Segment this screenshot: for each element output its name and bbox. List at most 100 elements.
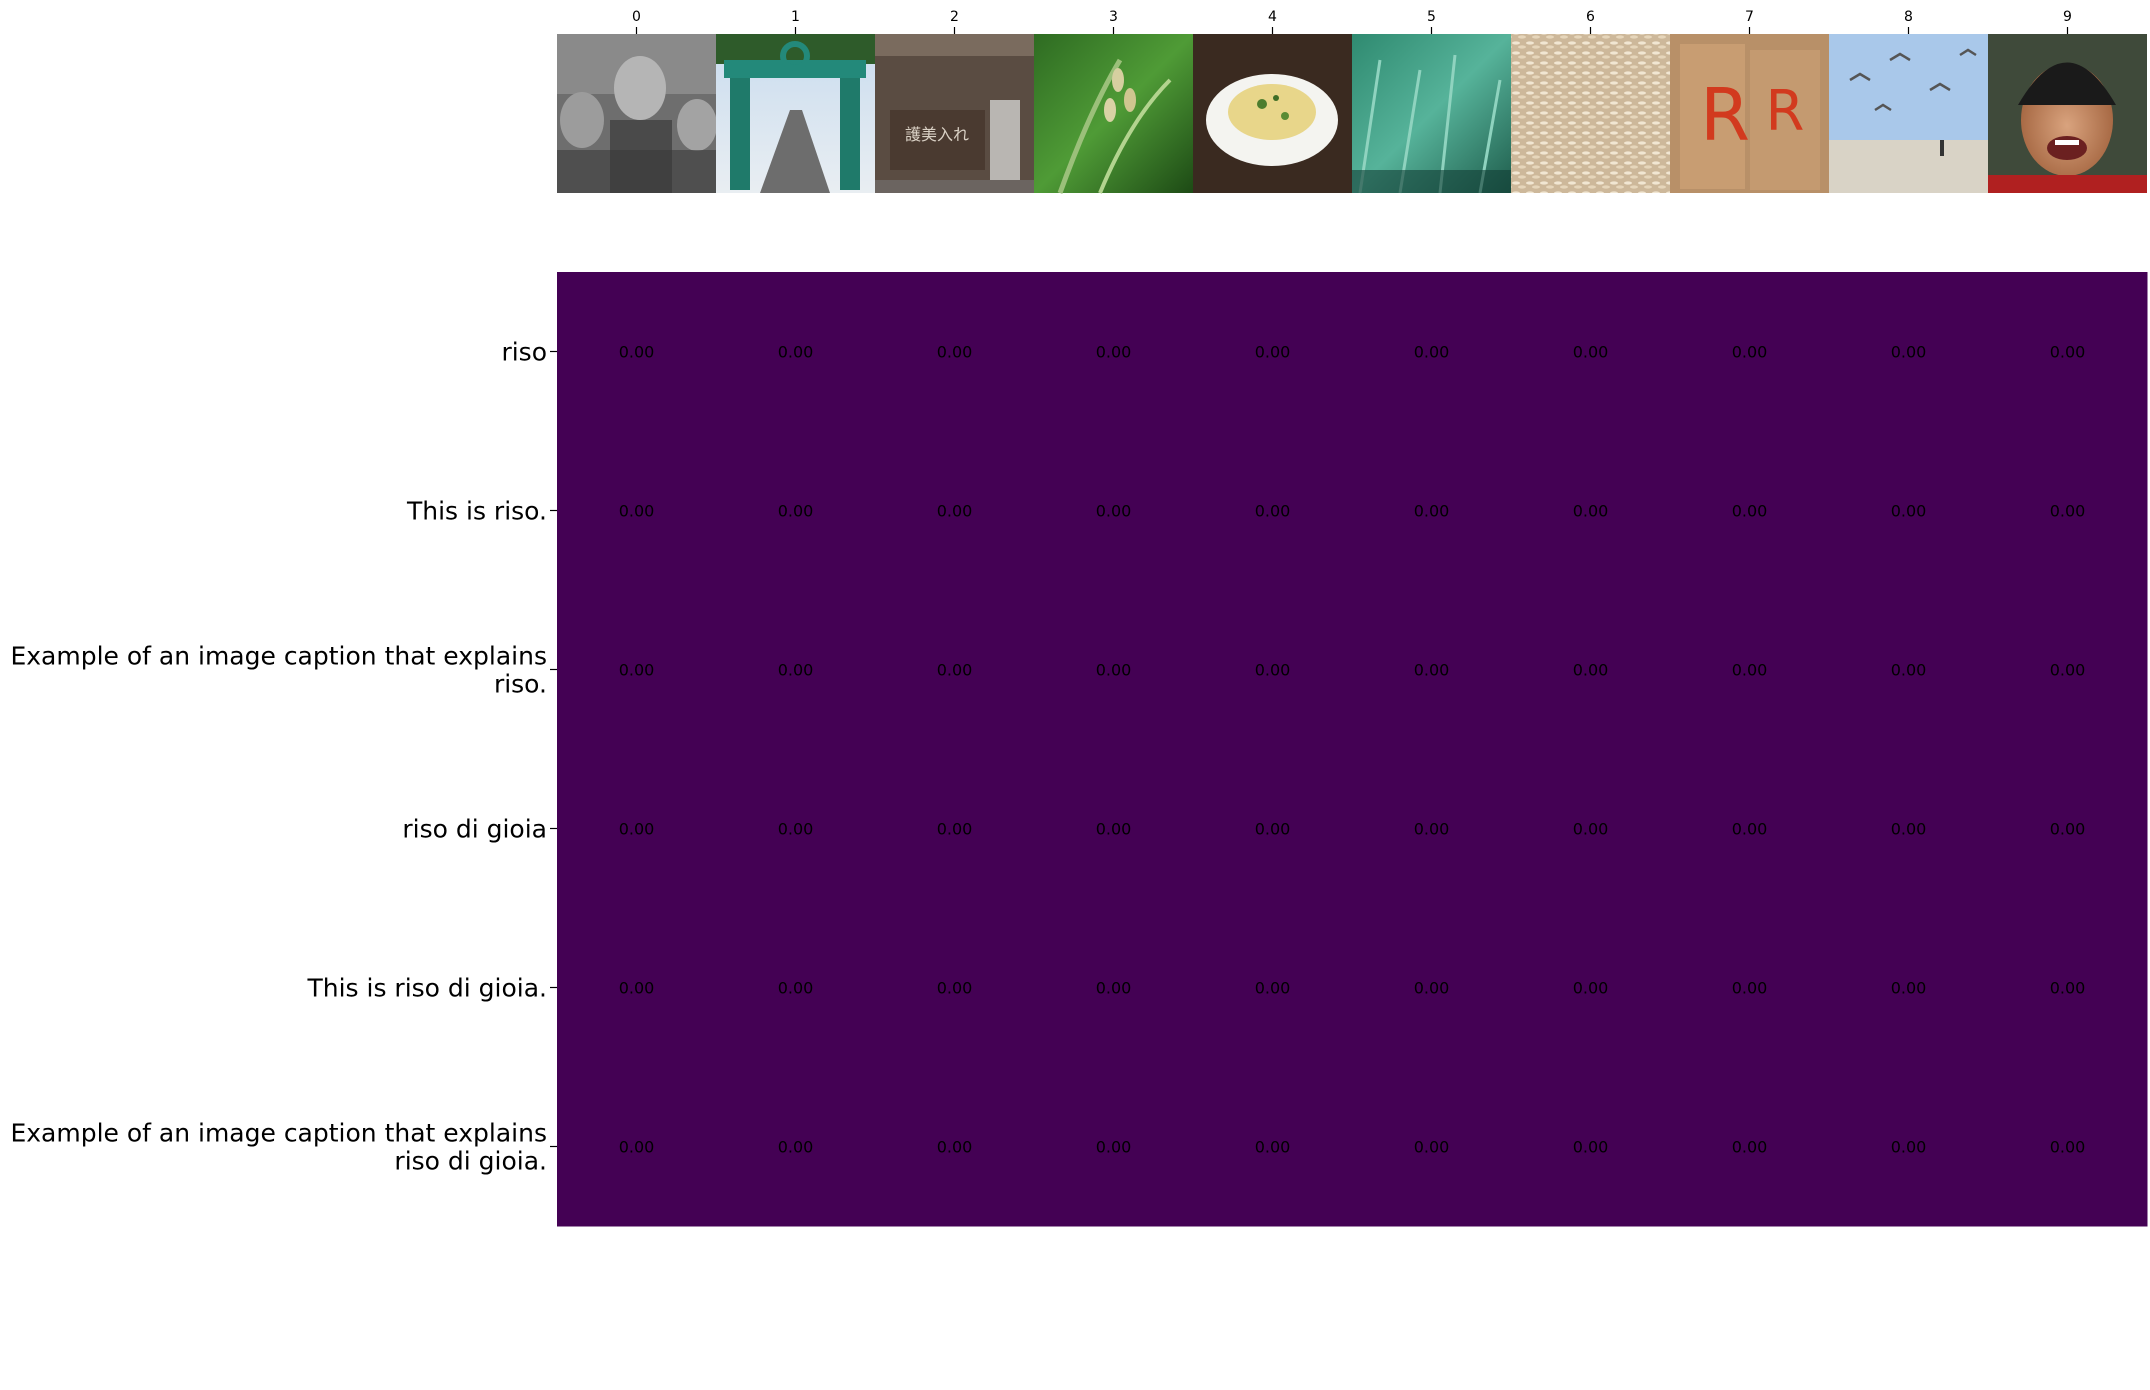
heatmap-cell-r4-c9 (1988, 908, 2148, 1068)
cell-value-r5-c0: 0.00 (619, 1138, 655, 1157)
cell-value-r0-c1: 0.00 (778, 343, 814, 362)
cell-value-r0-c8: 0.00 (1891, 343, 1927, 362)
cell-value-r4-c4: 0.00 (1255, 979, 1291, 998)
heatmap-cell-r4-c8 (1829, 908, 1989, 1068)
heatmap-cell-r0-c6 (1511, 272, 1671, 432)
heatmap-cell-labels: 0.00 0.00 0.00 0.00 0.00 0.00 0.00 0.00 0.00 0.00… (619, 343, 2086, 1157)
heatmap-cell-r0-c5 (1352, 272, 1512, 432)
cell-value-r3-c3: 0.00 (1096, 820, 1132, 839)
cell-value-r1-c2: 0.00 (937, 502, 973, 521)
heatmap-cell-r3-c0 (557, 749, 717, 909)
x-tick-label-3: 3 (1109, 9, 1118, 25)
cell-value-r4-c6: 0.00 (1573, 979, 1609, 998)
heatmap-cell-r3-c2 (875, 749, 1035, 909)
x-tick-label-6: 6 (1586, 9, 1595, 25)
heatmap-cell-r4-c2 (875, 908, 1035, 1068)
cell-value-r3-c9: 0.00 (2050, 820, 2086, 839)
cell-value-r4-c2: 0.00 (937, 979, 973, 998)
svg-text:R: R (1766, 79, 1805, 144)
heatmap-cell-r2-c3 (1034, 590, 1194, 750)
thumbnail-5 (1352, 34, 1511, 194)
heatmap-cell-r4-c1 (716, 908, 876, 1068)
cell-value-r2-c9: 0.00 (2050, 661, 2086, 680)
thumbnail-3 (1034, 34, 1193, 194)
heatmap-cell-r0-c0 (557, 272, 717, 432)
cell-value-r5-c7: 0.00 (1732, 1138, 1768, 1157)
heatmap-cell-r5-c1 (716, 1067, 876, 1227)
cell-value-r0-c3: 0.00 (1096, 343, 1132, 362)
cell-value-r4-c7: 0.00 (1732, 979, 1768, 998)
y-tick-label-3: riso di gioia (402, 815, 547, 844)
heatmap-cell-r2-c9 (1988, 590, 2148, 750)
y-tick-label-1: This is riso. (406, 497, 547, 526)
cell-value-r4-c0: 0.00 (619, 979, 655, 998)
thumbnail-7: R R (1670, 34, 1829, 193)
thumbnail-0 (557, 34, 717, 193)
heatmap-cell-r4-c3 (1034, 908, 1194, 1068)
heatmap-cell-r1-c1 (716, 431, 876, 591)
cell-value-r3-c2: 0.00 (937, 820, 973, 839)
cell-value-r3-c8: 0.00 (1891, 820, 1927, 839)
heatmap-cell-r3-c9 (1988, 749, 2148, 909)
heatmap-cell-r0-c7 (1670, 272, 1830, 432)
svg-text:R: R (1700, 73, 1750, 157)
thumbnail-4 (1193, 34, 1352, 193)
heatmap-cell-r5-c0 (557, 1067, 717, 1227)
heatmap-cell-r0-c3 (1034, 272, 1194, 432)
x-tick-label-7: 7 (1745, 9, 1754, 25)
heatmap-cell-r4-c5 (1352, 908, 1512, 1068)
cell-value-r5-c3: 0.00 (1096, 1138, 1132, 1157)
heatmap-cell-r4-c6 (1511, 908, 1671, 1068)
cell-value-r2-c3: 0.00 (1096, 661, 1132, 680)
cell-value-r3-c6: 0.00 (1573, 820, 1609, 839)
heatmap-cell-r1-c7 (1670, 431, 1830, 591)
heatmap-cell-r1-c9 (1988, 431, 2148, 591)
heatmap-cell-r2-c8 (1829, 590, 1989, 750)
heatmap-cell-r3-c4 (1193, 749, 1353, 909)
cell-value-r5-c5: 0.00 (1414, 1138, 1450, 1157)
heatmap-cell-r4-c4 (1193, 908, 1353, 1068)
cell-value-r2-c1: 0.00 (778, 661, 814, 680)
heatmap-cell-r3-c1 (716, 749, 876, 909)
y-tick-label-5: Example of an image caption that explain… (10, 1119, 547, 1176)
cell-value-r1-c5: 0.00 (1414, 502, 1450, 521)
cell-value-r5-c6: 0.00 (1573, 1138, 1609, 1157)
cell-value-r3-c4: 0.00 (1255, 820, 1291, 839)
heatmap-cell-r0-c4 (1193, 272, 1353, 432)
cell-value-r4-c8: 0.00 (1891, 979, 1927, 998)
cell-value-r1-c1: 0.00 (778, 502, 814, 521)
heatmap-cell-r3-c5 (1352, 749, 1512, 909)
heatmap-cell-r1-c0 (557, 431, 717, 591)
cell-value-r2-c5: 0.00 (1414, 661, 1450, 680)
heatmap-cell-r5-c9 (1988, 1067, 2148, 1227)
heatmap-cell-r5-c8 (1829, 1067, 1989, 1227)
cell-value-r3-c0: 0.00 (619, 820, 655, 839)
heatmap-cell-r4-c7 (1670, 908, 1830, 1068)
cell-value-r4-c3: 0.00 (1096, 979, 1132, 998)
x-tick-label-2: 2 (950, 9, 959, 25)
cell-value-r0-c5: 0.00 (1414, 343, 1450, 362)
x-tick-label-9: 9 (2063, 9, 2072, 25)
heatmap-cell-r2-c1 (716, 590, 876, 750)
heatmap-cell-r0-c2 (875, 272, 1035, 432)
heatmap-cell-r1-c2 (875, 431, 1035, 591)
heatmap-cell-r2-c2 (875, 590, 1035, 750)
heatmap-cell-r2-c7 (1670, 590, 1830, 750)
heatmap-cell-r3-c3 (1034, 749, 1194, 909)
heatmap-cell-r5-c4 (1193, 1067, 1353, 1227)
svg-text:護美入れ: 護美入れ (905, 125, 969, 144)
cell-value-r2-c8: 0.00 (1891, 661, 1927, 680)
cell-value-r5-c4: 0.00 (1255, 1138, 1291, 1157)
heatmap-cell-r1-c4 (1193, 431, 1353, 591)
heatmap-cells (557, 272, 2148, 1227)
cell-value-r1-c0: 0.00 (619, 502, 655, 521)
cell-value-r5-c1: 0.00 (778, 1138, 814, 1157)
heatmap-cell-r3-c6 (1511, 749, 1671, 909)
heatmap-cell-r1-c6 (1511, 431, 1671, 591)
heatmap-cell-r5-c5 (1352, 1067, 1512, 1227)
heatmap-cell-r4-c0 (557, 908, 717, 1068)
cell-value-r2-c6: 0.00 (1573, 661, 1609, 680)
thumbnail-1 (716, 34, 875, 193)
cell-value-r1-c8: 0.00 (1891, 502, 1927, 521)
